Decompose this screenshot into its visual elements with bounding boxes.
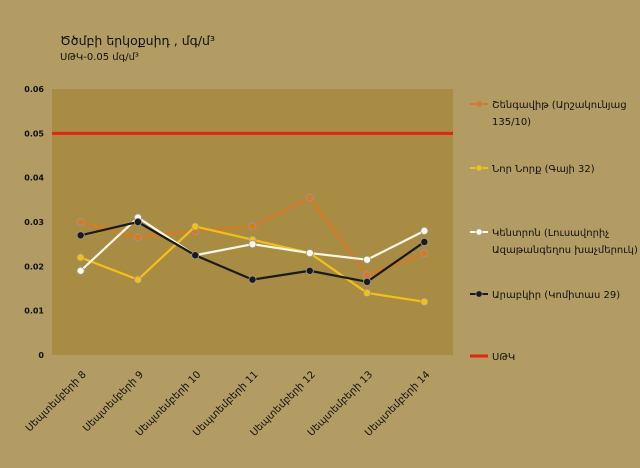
- legend-swatch-marker: [475, 100, 483, 108]
- plot-area: [52, 89, 453, 355]
- x-category-label: Սեպտեմբերի 14: [363, 369, 432, 438]
- legend-label: Կենտրոն (Լուսավորիչ Ազաթանգեղոս խաչմերուկ…: [492, 228, 638, 256]
- legend-label: Արաբկիր (Կոմիտաս 29): [492, 290, 620, 301]
- y-tick-label: 0.03: [24, 218, 44, 227]
- series-1-point: [420, 249, 429, 258]
- chart-title: Ծծմբի երկօքսիդ , մգ/մ³: [60, 33, 215, 48]
- x-category-label: Սեպտեմբերի 9: [81, 369, 146, 434]
- series-2-point: [76, 253, 85, 262]
- y-tick-label: 0.06: [24, 85, 44, 94]
- legend-label: Շենգավիթ (Արշակունյաց 135/10): [492, 100, 627, 128]
- series-4-point: [248, 275, 257, 284]
- series-1-point: [363, 271, 372, 280]
- series-3-point: [363, 255, 372, 264]
- y-tick-label: 0.04: [24, 174, 44, 183]
- series-2-point: [191, 222, 200, 231]
- y-tick-label: 0.01: [24, 307, 44, 316]
- series-4-point: [133, 217, 142, 226]
- series-1-point: [76, 217, 85, 226]
- series-3-point: [248, 240, 257, 249]
- y-tick-label: 0.02: [24, 262, 44, 271]
- y-tick-label: 0: [38, 351, 44, 360]
- series-2-point: [420, 297, 429, 306]
- series-1-point: [133, 233, 142, 242]
- legend-swatch-marker: [475, 164, 483, 172]
- series-3-point: [305, 249, 314, 258]
- series-1-point: [305, 193, 314, 202]
- series-2-point: [133, 275, 142, 284]
- chart-subtitle: ՍԹԿ-0.05 մգ/մ³: [60, 52, 139, 63]
- legend-swatch-marker: [475, 290, 483, 298]
- series-4-point: [76, 231, 85, 240]
- series-4-point: [420, 237, 429, 246]
- series-2-point: [363, 288, 372, 297]
- series-4-point: [191, 251, 200, 260]
- series-4-point: [305, 266, 314, 275]
- series-1-point: [248, 222, 257, 231]
- legend-swatch-marker: [475, 228, 483, 236]
- series-3-point: [76, 266, 85, 275]
- x-category-label: Սեպտեմբերի 8: [24, 369, 89, 434]
- series-4-point: [363, 277, 372, 286]
- series-3-point: [420, 226, 429, 235]
- y-tick-label: 0.05: [24, 129, 44, 138]
- legend-label: ՍԹԿ: [492, 352, 515, 363]
- legend-label: Նոր Նորք (Գայի 32): [492, 164, 595, 175]
